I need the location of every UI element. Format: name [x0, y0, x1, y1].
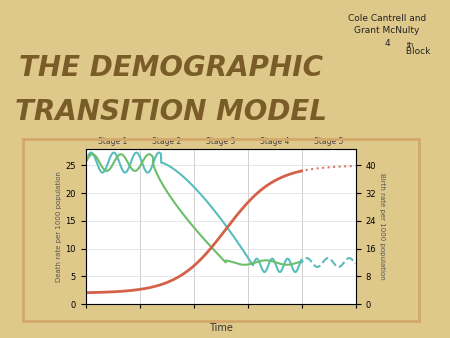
Text: Stage 4: Stage 4: [260, 137, 289, 146]
Text: Time: Time: [208, 323, 233, 333]
Text: Cole Cantrell and
Grant McNulty
4: Cole Cantrell and Grant McNulty 4: [348, 14, 426, 48]
Text: Block: Block: [403, 47, 430, 56]
Y-axis label: Birth rate per 1000 population: Birth rate per 1000 population: [378, 173, 385, 280]
Text: Stage 2: Stage 2: [152, 137, 181, 146]
Text: th: th: [407, 42, 414, 48]
Text: Stage 1: Stage 1: [98, 137, 127, 146]
Text: TRANSITION MODEL: TRANSITION MODEL: [15, 98, 327, 125]
Text: THE DEMOGRAPHIC: THE DEMOGRAPHIC: [19, 54, 323, 81]
Text: Stage 3: Stage 3: [206, 137, 235, 146]
Text: Stage 5: Stage 5: [314, 137, 343, 146]
Y-axis label: Death rate per 1000 population: Death rate per 1000 population: [57, 171, 63, 282]
